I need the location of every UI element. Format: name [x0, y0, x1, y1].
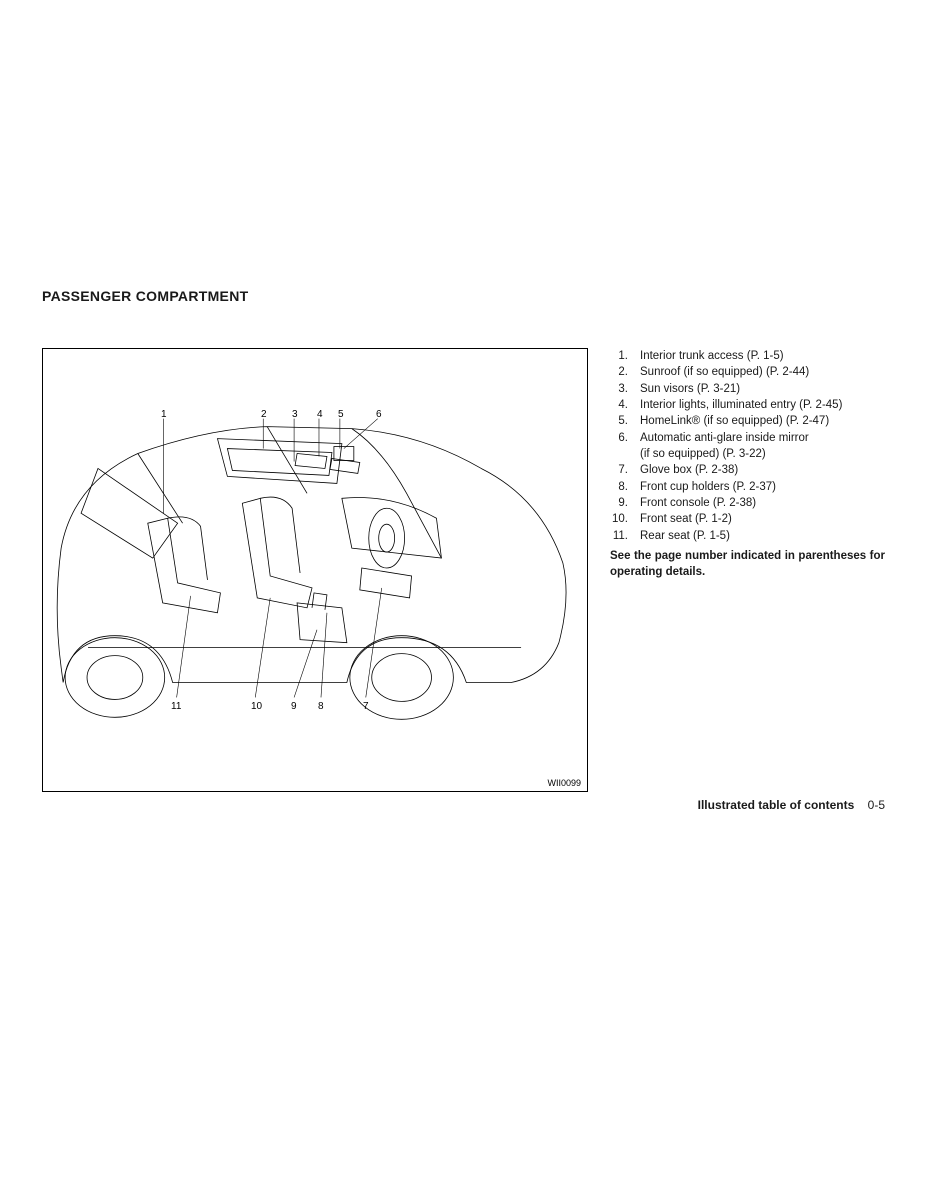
- legend-item: 1.Interior trunk access (P. 1-5): [610, 348, 885, 364]
- legend-item-number: 8.: [610, 479, 640, 495]
- legend-item-number: 5.: [610, 413, 640, 429]
- page-footer: Illustrated table of contents 0-5: [698, 798, 885, 812]
- content-row: 1 2 3 4 5 6 11 10 9 8 7 WII0099 1.Interior trunk a…: [42, 348, 885, 792]
- legend-item-text: Interior trunk access (P. 1-5): [640, 348, 885, 364]
- car-diagram-svg: [43, 349, 587, 791]
- legend-item-text: Interior lights, illuminated entry (P. 2…: [640, 397, 885, 413]
- callout-number: 4: [317, 409, 323, 420]
- legend-item: 11.Rear seat (P. 1-5): [610, 528, 885, 544]
- legend-item-text: Front seat (P. 1-2): [640, 511, 885, 527]
- legend-item-number: 1.: [610, 348, 640, 364]
- callout-number: 10: [251, 701, 262, 712]
- section-title: PASSENGER COMPARTMENT: [42, 288, 885, 304]
- callout-number: 2: [261, 409, 267, 420]
- legend-item-text: Sunroof (if so equipped) (P. 2-44): [640, 364, 885, 380]
- legend-item: 10.Front seat (P. 1-2): [610, 511, 885, 527]
- callout-number: 1: [161, 409, 167, 420]
- callout-number: 9: [291, 701, 297, 712]
- callout-number: 3: [292, 409, 298, 420]
- legend-item-text: Glove box (P. 2-38): [640, 462, 885, 478]
- legend-item: 6.Automatic anti-glare inside mirror(if …: [610, 430, 885, 463]
- legend-item-text: Front cup holders (P. 2-37): [640, 479, 885, 495]
- callout-number: 6: [376, 409, 382, 420]
- legend-item: 2.Sunroof (if so equipped) (P. 2-44): [610, 364, 885, 380]
- legend-list: 1.Interior trunk access (P. 1-5)2.Sunroo…: [610, 348, 885, 544]
- legend-item: 8.Front cup holders (P. 2-37): [610, 479, 885, 495]
- diagram-code: WII0099: [547, 778, 581, 788]
- legend-item: 3.Sun visors (P. 3-21): [610, 381, 885, 397]
- legend-note: See the page number indicated in parenth…: [610, 548, 885, 581]
- callout-number: 11: [171, 701, 181, 712]
- diagram-box: 1 2 3 4 5 6 11 10 9 8 7 WII0099: [42, 348, 588, 792]
- footer-title: Illustrated table of contents: [698, 798, 855, 812]
- page-container: PASSENGER COMPARTMENT: [42, 288, 885, 792]
- legend-item-text: Rear seat (P. 1-5): [640, 528, 885, 544]
- footer-page-number: 0-5: [868, 798, 885, 812]
- legend-item-number: 3.: [610, 381, 640, 397]
- legend-item: 9.Front console (P. 2-38): [610, 495, 885, 511]
- legend-item-text: Front console (P. 2-38): [640, 495, 885, 511]
- legend-column: 1.Interior trunk access (P. 1-5)2.Sunroo…: [610, 348, 885, 581]
- legend-item: 7.Glove box (P. 2-38): [610, 462, 885, 478]
- callout-number: 7: [363, 701, 369, 712]
- legend-item-number: 2.: [610, 364, 640, 380]
- legend-item-number: 4.: [610, 397, 640, 413]
- legend-item-number: 9.: [610, 495, 640, 511]
- legend-item: 5.HomeLink® (if so equipped) (P. 2-47): [610, 413, 885, 429]
- legend-item-text: Automatic anti-glare inside mirror(if so…: [640, 430, 885, 463]
- legend-item-text: HomeLink® (if so equipped) (P. 2-47): [640, 413, 885, 429]
- callout-number: 5: [338, 409, 344, 420]
- legend-item-number: 6.: [610, 430, 640, 463]
- legend-item-number: 11.: [610, 528, 640, 544]
- legend-item-number: 7.: [610, 462, 640, 478]
- legend-item-number: 10.: [610, 511, 640, 527]
- legend-item-text: Sun visors (P. 3-21): [640, 381, 885, 397]
- callout-number: 8: [318, 701, 324, 712]
- legend-item: 4.Interior lights, illuminated entry (P.…: [610, 397, 885, 413]
